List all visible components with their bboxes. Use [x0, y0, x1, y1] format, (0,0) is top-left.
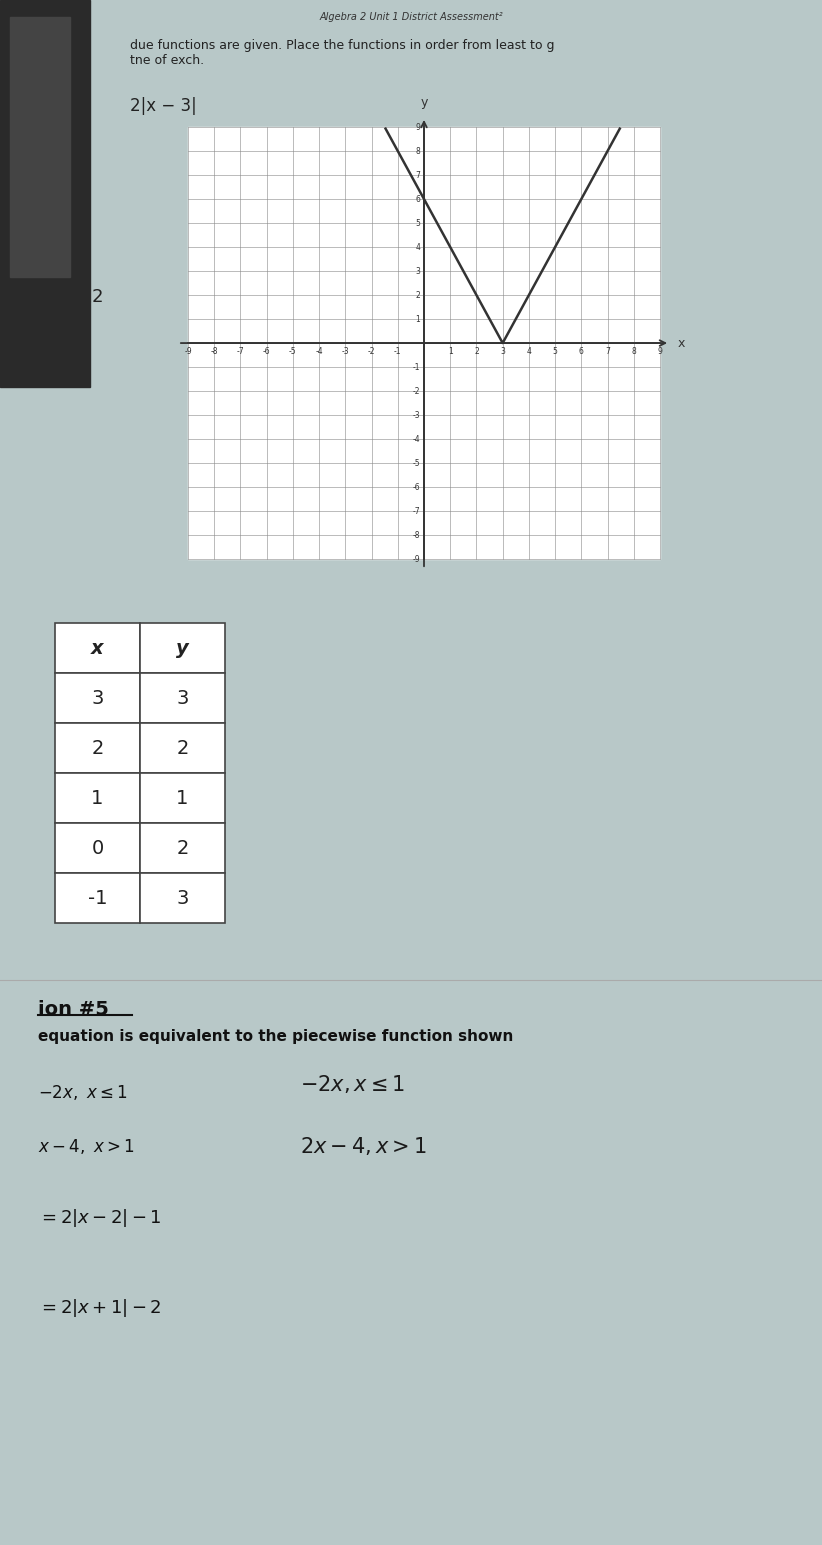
Text: $x - 4,\ x > 1$: $x - 4,\ x > 1$: [38, 1137, 135, 1156]
Text: -2: -2: [413, 386, 420, 396]
Text: 6: 6: [579, 348, 584, 355]
Text: -5: -5: [413, 459, 420, 468]
Text: -4: -4: [316, 348, 323, 355]
Text: 5: 5: [552, 348, 557, 355]
Text: 2: 2: [91, 739, 104, 757]
Text: 7: 7: [415, 170, 420, 179]
Bar: [140, 772, 225, 823]
Bar: [55, 623, 140, 674]
Text: $= 2|x + 1| - 2$: $= 2|x + 1| - 2$: [38, 1298, 162, 1319]
Text: 9: 9: [658, 348, 663, 355]
Text: 2: 2: [92, 287, 104, 306]
Text: y: y: [420, 96, 427, 110]
Bar: [140, 873, 225, 924]
Text: y: y: [176, 638, 189, 658]
Text: 3: 3: [91, 689, 104, 708]
Bar: [55, 772, 140, 823]
Text: x: x: [91, 638, 104, 658]
Bar: [140, 823, 225, 873]
Text: 2: 2: [176, 739, 189, 757]
Bar: [188, 127, 660, 559]
Text: 2: 2: [176, 839, 189, 857]
Text: $-2x,\ x \leq 1$: $-2x,\ x \leq 1$: [38, 1083, 127, 1102]
Text: 3: 3: [176, 888, 189, 908]
Text: 3: 3: [415, 267, 420, 275]
Text: 4: 4: [415, 243, 420, 252]
Text: -2: -2: [367, 348, 376, 355]
Text: 1: 1: [448, 348, 453, 355]
Text: 7: 7: [605, 348, 610, 355]
Text: 8: 8: [415, 147, 420, 156]
Text: 4: 4: [526, 348, 531, 355]
Text: 1: 1: [91, 789, 104, 808]
Text: due functions are given. Place the functions in order from least to g
tne of exc: due functions are given. Place the funct…: [130, 39, 555, 66]
Bar: [140, 623, 225, 674]
Text: -6: -6: [263, 348, 270, 355]
Text: -1: -1: [88, 888, 107, 908]
Text: x: x: [678, 337, 686, 349]
Text: 2: 2: [474, 348, 479, 355]
Text: -8: -8: [210, 348, 218, 355]
Bar: [140, 723, 225, 772]
Text: -4: -4: [413, 434, 420, 443]
Text: -5: -5: [289, 348, 297, 355]
Text: -6: -6: [413, 482, 420, 491]
Text: -9: -9: [184, 348, 192, 355]
Text: 1: 1: [415, 315, 420, 323]
Text: $2x-4, x>1$: $2x-4, x>1$: [300, 1136, 427, 1157]
Bar: [55, 723, 140, 772]
Text: -1: -1: [394, 348, 401, 355]
Bar: [0, 0, 90, 388]
Text: 3: 3: [501, 348, 505, 355]
Text: Algebra 2 Unit 1 District Assessment²: Algebra 2 Unit 1 District Assessment²: [319, 12, 503, 22]
Text: -7: -7: [413, 507, 420, 516]
Text: ion #5: ion #5: [38, 1000, 109, 1020]
Text: $-2x, x\leq 1$: $-2x, x\leq 1$: [300, 1074, 405, 1095]
Text: -9: -9: [413, 555, 420, 564]
Bar: [55, 873, 140, 924]
Text: equation is equivalent to the piecewise function shown: equation is equivalent to the piecewise …: [38, 1029, 514, 1044]
Text: -3: -3: [341, 348, 349, 355]
Text: 9: 9: [415, 122, 420, 131]
Text: 6: 6: [415, 195, 420, 204]
Text: -1: -1: [413, 363, 420, 371]
Bar: [55, 823, 140, 873]
Text: 0: 0: [91, 839, 104, 857]
Text: $= 2|x - 2| - 1$: $= 2|x - 2| - 1$: [38, 1207, 162, 1230]
Text: -3: -3: [413, 411, 420, 420]
Bar: [140, 674, 225, 723]
Text: 5: 5: [415, 218, 420, 227]
Text: 1: 1: [176, 789, 189, 808]
Text: 2: 2: [415, 290, 420, 300]
Text: 2|x − 3|: 2|x − 3|: [130, 97, 196, 114]
Bar: [55, 674, 140, 723]
Text: 8: 8: [631, 348, 636, 355]
Text: 3: 3: [176, 689, 189, 708]
Text: -7: -7: [237, 348, 244, 355]
Bar: [10, 17, 70, 277]
Text: -8: -8: [413, 530, 420, 539]
